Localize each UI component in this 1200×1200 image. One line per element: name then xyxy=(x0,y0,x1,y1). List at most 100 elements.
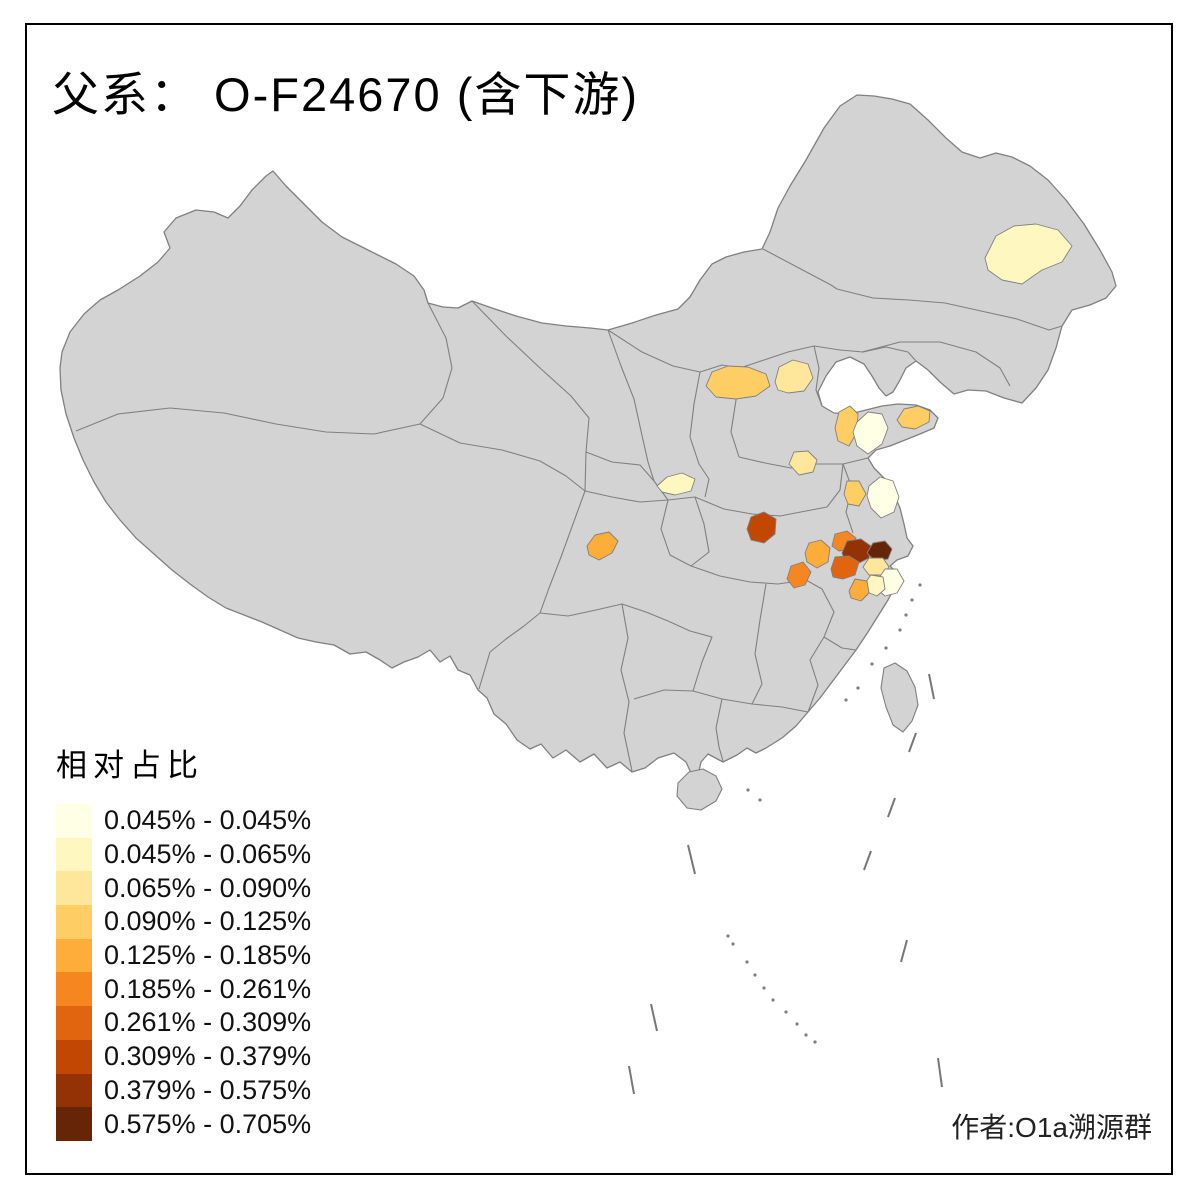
province-border xyxy=(419,302,453,425)
islet-dot xyxy=(746,788,750,792)
sea-boundary-dash xyxy=(687,844,696,875)
province-border xyxy=(607,329,917,373)
province-border xyxy=(826,463,844,508)
data-region xyxy=(830,555,860,580)
data-region xyxy=(843,480,867,507)
data-region xyxy=(896,405,931,430)
province-border xyxy=(419,423,586,492)
islet-dot xyxy=(726,934,730,938)
legend-label: 0.309% - 0.379% xyxy=(104,1041,312,1072)
province-border xyxy=(584,490,696,503)
islet-dot xyxy=(758,798,762,802)
data-region xyxy=(586,531,619,561)
islet-dot xyxy=(918,583,922,587)
islet-dot xyxy=(771,998,775,1002)
legend-label: 0.261% - 0.309% xyxy=(104,1007,312,1038)
islet-dot xyxy=(762,986,766,990)
data-region xyxy=(862,557,890,576)
legend-item: 0.575% - 0.705% xyxy=(56,1107,311,1141)
taiwan-island xyxy=(880,662,919,733)
province-border xyxy=(689,371,710,498)
province-border xyxy=(585,451,655,482)
data-region xyxy=(848,578,870,602)
legend-swatch xyxy=(56,1073,92,1108)
legend-swatch xyxy=(56,1006,92,1040)
islet-dot xyxy=(904,613,908,617)
islet-dot xyxy=(804,1033,808,1037)
islet-dot xyxy=(856,686,860,690)
legend-swatch xyxy=(56,837,92,872)
attribution-text: 作者:O1a溯源群 xyxy=(951,1112,1152,1143)
data-region xyxy=(804,539,831,569)
province-border xyxy=(539,490,586,614)
province-border xyxy=(75,407,421,435)
legend-item: 0.045% - 0.065% xyxy=(56,837,312,872)
data-region xyxy=(788,450,818,476)
data-region xyxy=(984,223,1073,285)
province-border xyxy=(478,612,541,690)
islet-dot xyxy=(813,1040,817,1044)
islet-dot xyxy=(910,598,914,602)
nine-dash-line xyxy=(628,673,943,1095)
islet-dot xyxy=(898,628,902,632)
islet-dot xyxy=(753,973,757,977)
legend-item: 0.065% - 0.090% xyxy=(56,871,311,906)
province-border xyxy=(715,698,724,762)
legend-swatch xyxy=(56,1039,92,1074)
legend-swatch xyxy=(56,972,92,1007)
data-region xyxy=(852,411,889,455)
islet-dot xyxy=(784,1010,788,1014)
islet-dot xyxy=(870,662,874,666)
legend-item: 0.185% - 0.261% xyxy=(56,972,312,1007)
province-border xyxy=(836,288,1063,331)
islet-dot xyxy=(795,1022,799,1026)
sea-boundary-dash xyxy=(863,850,872,871)
legend-label: 0.125% - 0.185% xyxy=(104,940,312,971)
province-border xyxy=(807,588,835,713)
legend-swatch xyxy=(56,1107,92,1141)
islet-dot xyxy=(731,942,735,946)
small-islets xyxy=(726,583,922,1044)
sea-boundary-dash xyxy=(887,797,896,818)
data-region xyxy=(705,365,771,400)
sea-boundary-dash xyxy=(937,1057,943,1088)
data-region xyxy=(746,511,777,544)
data-region xyxy=(786,561,812,589)
province-border xyxy=(539,603,669,622)
legend-item: 0.261% - 0.309% xyxy=(56,1006,311,1040)
legend-title: 相对占比 xyxy=(56,748,204,783)
legend-label: 0.575% - 0.705% xyxy=(104,1108,312,1139)
legend-label: 0.090% - 0.125% xyxy=(104,906,312,937)
legend-item: 0.045% - 0.045% xyxy=(56,804,311,838)
legend-swatch xyxy=(56,804,92,838)
province-border xyxy=(861,341,1011,387)
province-border xyxy=(813,345,823,407)
sea-boundary-dash xyxy=(928,673,935,700)
islands xyxy=(676,662,919,811)
legend-item: 0.379% - 0.575% xyxy=(56,1073,312,1108)
province-border xyxy=(762,248,838,290)
legend-items: 0.045% - 0.045% 0.045% - 0.065% 0.065% - 0… xyxy=(56,804,311,1141)
province-borders xyxy=(75,248,1063,772)
choropleth-regions xyxy=(586,223,1073,602)
legend-label: 0.379% - 0.575% xyxy=(104,1074,312,1105)
islet-dot xyxy=(884,646,888,650)
legend-swatch xyxy=(56,938,92,973)
province-border xyxy=(823,636,857,651)
page-title: 父系： O-F24670 (含下游) xyxy=(52,68,640,121)
legend-item: 0.309% - 0.379% xyxy=(56,1039,312,1074)
data-region xyxy=(656,472,696,496)
islet-dot xyxy=(844,698,848,702)
legend-label: 0.045% - 0.065% xyxy=(104,839,312,870)
legend-swatch xyxy=(56,871,92,906)
data-region xyxy=(774,359,814,394)
sea-boundary-dash xyxy=(628,1065,635,1095)
sea-boundary-dash xyxy=(650,1003,658,1032)
province-border xyxy=(633,689,694,700)
sea-boundary-dash xyxy=(908,732,917,753)
legend: 相对占比 0.045% - 0.045% 0.045% - 0.065% 0.065… xyxy=(56,748,311,1141)
legend-label: 0.185% - 0.261% xyxy=(104,973,312,1004)
province-border xyxy=(620,603,633,772)
